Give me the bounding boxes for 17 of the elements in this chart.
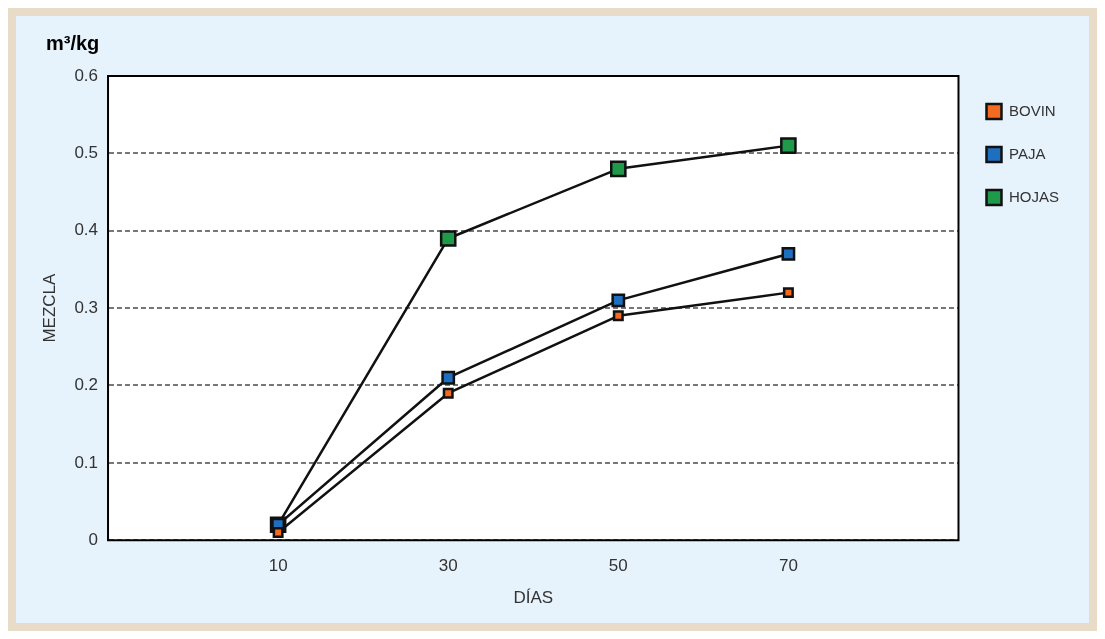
x-tick-label: 50 — [608, 556, 628, 576]
y-tick-label: 0.3 — [74, 297, 99, 317]
y-tick-label: 0.4 — [74, 220, 99, 240]
x-tick-label: 30 — [438, 556, 458, 576]
legend-label: PAJA — [1008, 144, 1046, 162]
y-tick-label: 0.1 — [74, 452, 99, 472]
x-tick-label: 10 — [268, 556, 288, 576]
y-axis-title: MEZCLA — [39, 272, 59, 343]
text: m³/kg — [46, 31, 100, 54]
x-axis-title: DÍAS — [513, 588, 554, 608]
y-tick-label: 0.2 — [74, 375, 99, 395]
y-tick-label: 0.6 — [74, 65, 99, 85]
legend-label: BOVIN — [1008, 101, 1056, 119]
legend-label: HOJAS — [1008, 187, 1060, 205]
y-tick-label: 0 — [88, 529, 99, 549]
y-tick-label: 0.5 — [74, 143, 99, 163]
x-tick-label: 70 — [778, 556, 798, 576]
